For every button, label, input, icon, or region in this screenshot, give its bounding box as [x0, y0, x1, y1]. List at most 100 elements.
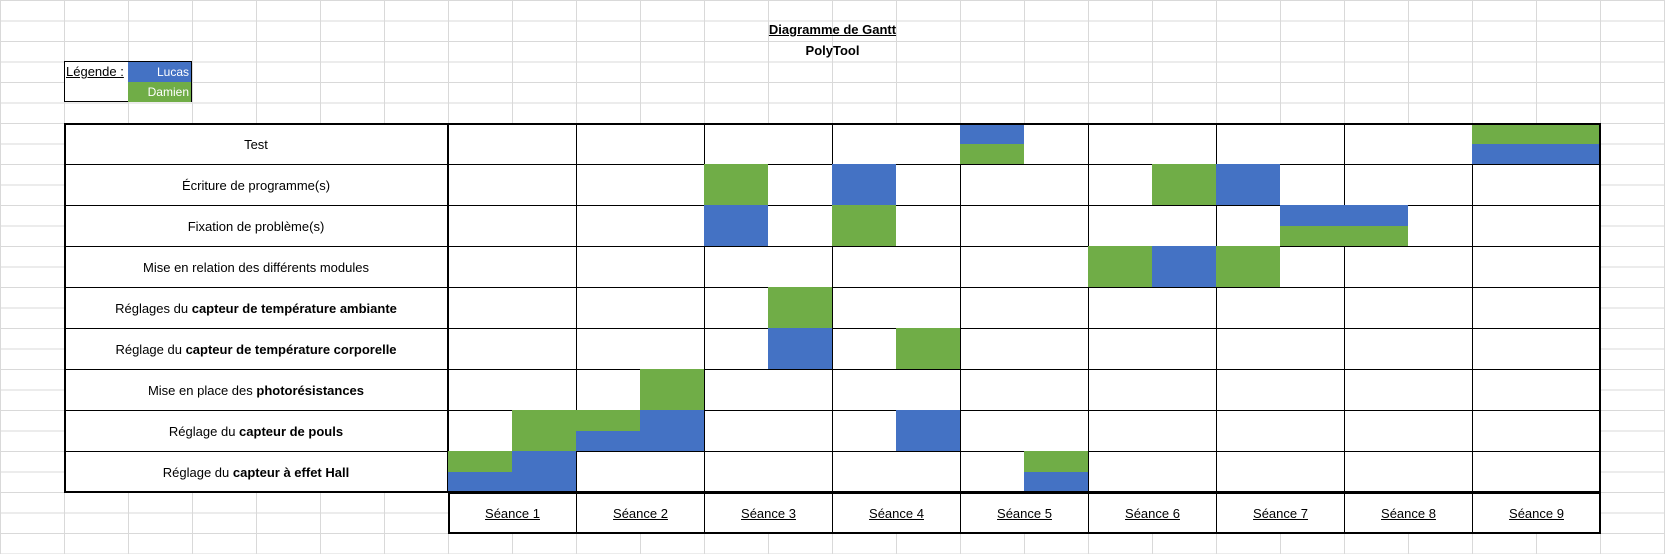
task-label-bold: capteur de pouls: [239, 423, 344, 439]
seance-label: Séance 4: [869, 505, 924, 521]
gantt-cell: [576, 123, 705, 165]
task-label-text: Mise en relation des différents modules: [143, 259, 369, 275]
task-label-text: Mise en place des: [147, 382, 257, 398]
gantt-cell: [448, 369, 577, 411]
seance-header: Séance 9: [1472, 492, 1601, 534]
seance-label: Séance 6: [1125, 505, 1180, 521]
task-label-cell: Mise en relation des différents modules: [64, 246, 448, 288]
gantt-cell: [1344, 369, 1473, 411]
seance-label: Séance 3: [741, 505, 796, 521]
task-label: Écriture de programme(s): [182, 178, 330, 193]
task-label-text: Réglage du: [115, 341, 186, 357]
seance-header: Séance 5: [960, 492, 1089, 534]
gantt-cell: [448, 123, 577, 165]
task-label: Réglage du capteur à effet Hall: [163, 465, 349, 480]
task-label-bold: capteur de température ambiante: [191, 300, 397, 316]
task-label-cell: Réglage du capteur de température corpor…: [64, 328, 448, 370]
gantt-cell: [1472, 205, 1601, 247]
gantt-cell: [1472, 451, 1601, 493]
task-label: Test: [244, 137, 268, 152]
seance-header: Séance 1: [448, 492, 577, 534]
gantt-cell: [1472, 328, 1601, 370]
gantt-cell: [960, 246, 1089, 288]
gantt-cell: [1472, 164, 1601, 206]
gantt-cell: [1344, 451, 1473, 493]
task-label-text: Réglages du: [115, 300, 192, 316]
seance-header: Séance 4: [832, 492, 961, 534]
seance-header: Séance 2: [576, 492, 705, 534]
task-label: Réglage du capteur de pouls: [169, 424, 343, 439]
gantt-cell: [576, 164, 705, 206]
gantt-cell: [960, 205, 1089, 247]
gantt-bar-damien: [704, 164, 768, 205]
gantt-cell: [1344, 287, 1473, 329]
gantt-cell: [704, 246, 833, 288]
gantt-cell: [1344, 164, 1473, 206]
seance-header: Séance 6: [1088, 492, 1217, 534]
gantt-cell: [576, 451, 705, 493]
gantt-bar-damien: [640, 369, 704, 410]
gantt-cell: [960, 369, 1089, 411]
gantt-bar-lucas: [1216, 164, 1280, 205]
gantt-cell: [1344, 123, 1473, 165]
task-label-cell: Écriture de programme(s): [64, 164, 448, 206]
gantt-bar-lucas: [704, 205, 768, 246]
gantt-bar-damien: [896, 328, 960, 369]
gantt-bar-lucas: [448, 472, 512, 492]
seance-label: Séance 7: [1253, 505, 1308, 521]
gantt-cell: [1088, 205, 1217, 247]
task-label-text: Test: [244, 136, 268, 152]
task-label-cell: Réglages du capteur de température ambia…: [64, 287, 448, 329]
task-label-text: Écriture de programme(s): [181, 177, 331, 193]
gantt-cell: [576, 246, 705, 288]
gantt-cell: [448, 246, 577, 288]
gantt-cell: [1472, 410, 1601, 452]
gantt-cell: [1472, 287, 1601, 329]
gantt-bar-damien: [1280, 226, 1408, 246]
legend-label: Légende :: [66, 64, 124, 79]
gantt-cell: [960, 410, 1089, 452]
chart-title: Diagramme de Gantt: [768, 22, 897, 37]
legend-swatch-damien: Damien: [128, 82, 191, 102]
task-label: Mise en place des photorésistances: [148, 383, 364, 398]
gantt-bar-damien: [832, 205, 896, 246]
seance-label: Séance 2: [613, 505, 668, 521]
task-label: Mise en relation des différents modules: [143, 260, 369, 275]
task-label-bold: photorésistances: [256, 382, 365, 398]
gantt-bar-damien: [512, 410, 640, 431]
task-label-cell: Mise en place des photorésistances: [64, 369, 448, 411]
gantt-cell: [960, 287, 1089, 329]
gantt-cell: [448, 164, 577, 206]
gantt-bar-lucas: [832, 164, 896, 205]
gantt-cell: [832, 287, 961, 329]
task-label-cell: Fixation de problème(s): [64, 205, 448, 247]
gantt-cell: [832, 123, 961, 165]
gantt-bar-damien: [448, 451, 512, 472]
gantt-cell: [1472, 369, 1601, 411]
gantt-cell: [1344, 410, 1473, 452]
gantt-cell: [1216, 328, 1345, 370]
gantt-bar-damien: [960, 144, 1024, 164]
gantt-bar-damien: [768, 287, 832, 328]
task-label-cell: Test: [64, 123, 448, 165]
gantt-cell: [704, 369, 833, 411]
gantt-cell: [1088, 123, 1217, 165]
gantt-cell: [1344, 328, 1473, 370]
task-label: Réglage du capteur de température corpor…: [115, 342, 396, 357]
gantt-cell: [448, 287, 577, 329]
legend-swatch-lucas: Lucas: [128, 62, 191, 82]
gantt-cell: [960, 164, 1089, 206]
task-label-cell: Réglage du capteur de pouls: [64, 410, 448, 452]
gantt-bar-lucas: [1472, 144, 1600, 164]
gantt-bar-lucas: [960, 123, 1024, 144]
seance-label: Séance 8: [1381, 505, 1436, 521]
gantt-cell: [1088, 328, 1217, 370]
gantt-bar-lucas: [576, 431, 640, 451]
gantt-bar-lucas: [768, 328, 832, 369]
gantt-bar-lucas: [1024, 472, 1088, 492]
task-label-text: Réglage du: [168, 423, 240, 439]
task-label-text: Fixation de problème(s): [187, 218, 325, 234]
gantt-cell: [832, 369, 961, 411]
gantt-cell: [1216, 123, 1345, 165]
